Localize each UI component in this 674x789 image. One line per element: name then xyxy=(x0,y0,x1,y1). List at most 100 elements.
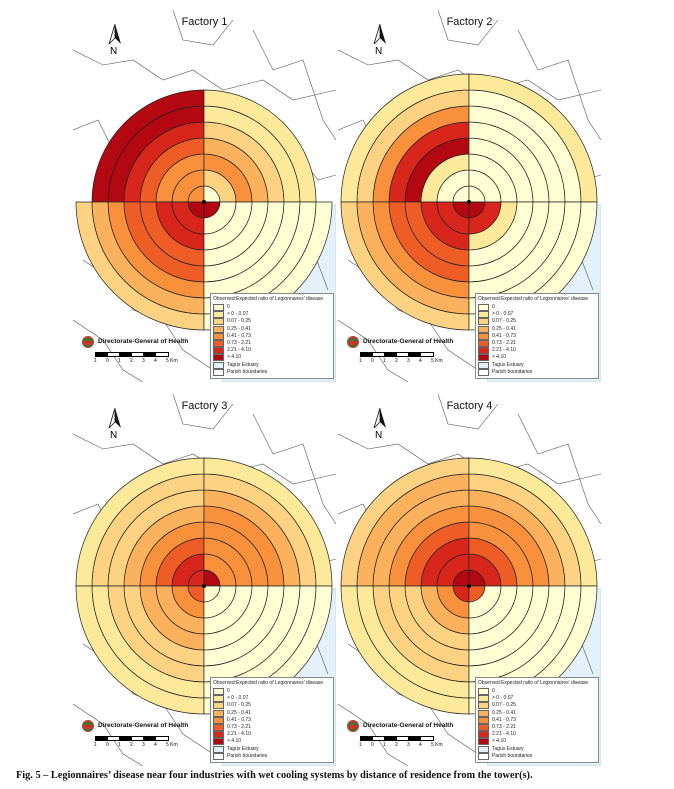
dgs-logo: Directorate-General of Health xyxy=(81,719,301,733)
legend-swatch xyxy=(478,332,489,340)
scale-label: 2 xyxy=(130,358,133,364)
parish-boundary xyxy=(338,319,409,382)
legend-item: 0.25 - 0.41 xyxy=(213,709,331,717)
legend-item: Tagus Estuary xyxy=(213,745,331,753)
legend-label: 0.07 - 0.25 xyxy=(492,318,516,325)
legend-title: Observed:Expected ratio of Legionnaires'… xyxy=(213,296,324,302)
north-label: N xyxy=(375,430,383,441)
parish-boundary xyxy=(338,703,409,766)
scale-label: 3 xyxy=(407,742,410,748)
scale-label: 4 xyxy=(419,358,422,364)
scale-label: 5 Km xyxy=(166,358,178,364)
legend-swatch xyxy=(478,354,489,362)
north-arrow-icon: N xyxy=(370,23,390,64)
legend-title: Observed:Expected ratio of Legionnaires'… xyxy=(478,296,589,302)
legend-label: > 0 - 0.07 xyxy=(227,311,249,318)
legend-item: 0 xyxy=(478,688,596,696)
scale-label: 0 xyxy=(371,742,374,748)
dgs-emblem-icon xyxy=(347,720,359,732)
legend-label: Tagus Estuary xyxy=(227,361,259,368)
legend-swatch xyxy=(478,340,489,348)
legend-label: 0.73 - 2.21 xyxy=(492,340,516,347)
legend-label: Parish boundaries xyxy=(227,368,268,375)
parish-boundary xyxy=(172,10,234,46)
legend-label: Parish boundaries xyxy=(492,368,533,375)
legend-swatch xyxy=(478,702,489,710)
legend-item: 0.73 - 2.21 xyxy=(478,724,596,732)
legend-item: 0.73 - 2.21 xyxy=(478,340,596,348)
legend-item: 2.21 - 4.10 xyxy=(213,731,331,739)
scale-segment xyxy=(420,352,434,357)
scale-segment xyxy=(420,736,434,741)
legend-swatch xyxy=(213,354,224,362)
legend-label: Tagus Estuary xyxy=(492,361,524,368)
north-arrow-icon: N xyxy=(105,407,125,448)
legend-label: 0.41 - 0.73 xyxy=(492,332,516,339)
factory-marker xyxy=(467,200,471,204)
legend-label: 2.21 - 4.10 xyxy=(492,347,516,354)
scale-label: 5 Km xyxy=(431,742,443,748)
scale-label: 4 xyxy=(154,742,157,748)
panel-title: Factory 4 xyxy=(446,400,493,412)
legend-label: > 0 - 0.07 xyxy=(492,311,514,318)
legend-item: 0.07 - 0.25 xyxy=(213,702,331,710)
parish-boundary xyxy=(73,319,144,382)
logo-text: Directorate-General of Health xyxy=(363,338,454,345)
legend-swatch xyxy=(213,702,224,710)
scale-label: 1 xyxy=(94,742,97,748)
factory-marker xyxy=(467,584,471,588)
legend-label: 2.21 - 4.10 xyxy=(227,347,251,354)
parish-boundary xyxy=(252,29,336,141)
legend-label: 0 xyxy=(227,304,230,311)
scale-bar: 1 0 1 2 3 4 5 Km xyxy=(94,352,215,370)
legend-label: > 0 - 0.07 xyxy=(227,695,249,702)
legend-swatch xyxy=(478,731,489,739)
panel-title: Factory 1 xyxy=(181,16,228,28)
legend-swatch xyxy=(478,688,489,696)
legend-item: > 0 - 0.07 xyxy=(213,311,331,319)
scale-label: 2 xyxy=(395,742,398,748)
legend-item: 0 xyxy=(213,688,331,696)
legend-label: Parish boundaries xyxy=(227,752,268,759)
north-label: N xyxy=(110,430,118,441)
legend-item: 0 xyxy=(478,304,596,312)
parish-boundary xyxy=(172,394,234,430)
legend-swatch xyxy=(478,745,489,753)
legend-item: > 0 - 0.07 xyxy=(478,311,596,319)
dgs-emblem-icon xyxy=(347,336,359,348)
scale-label: 1 xyxy=(359,358,362,364)
legend-label: Tagus Estuary xyxy=(492,745,524,752)
legend-item: 0.07 - 0.25 xyxy=(478,702,596,710)
north-label: N xyxy=(110,46,118,57)
legend-label: 0.07 - 0.25 xyxy=(227,702,251,709)
scale-label: 1 xyxy=(383,742,386,748)
legend-label: > 4.10 xyxy=(492,738,507,745)
legend-label: 0 xyxy=(492,304,495,311)
scale-label: 2 xyxy=(130,742,133,748)
legend-item: 0.41 - 0.73 xyxy=(213,332,331,340)
parish-boundary xyxy=(437,394,499,430)
legend-label: 0.25 - 0.41 xyxy=(227,325,251,332)
legend-swatch xyxy=(478,752,489,760)
legend-swatch xyxy=(478,695,489,703)
legend-label: 0.41 - 0.73 xyxy=(492,716,516,723)
legend-item: > 0 - 0.07 xyxy=(213,695,331,703)
legend-item: Parish boundaries xyxy=(213,752,331,760)
legend-swatch xyxy=(213,318,224,326)
legend-item: 2.21 - 4.10 xyxy=(478,347,596,355)
scale-bar: 1 0 1 2 3 4 5 Km xyxy=(359,352,480,370)
legend-swatch xyxy=(478,361,489,369)
parish-boundary xyxy=(517,413,601,525)
legend-item: Parish boundaries xyxy=(478,752,596,760)
scale-segment xyxy=(155,352,169,357)
map-legend: Observed:Expected ratio of Legionnaires'… xyxy=(475,293,599,379)
legend-swatch xyxy=(478,368,489,376)
legend-label: 0.25 - 0.41 xyxy=(492,325,516,332)
legend-item: > 4.10 xyxy=(478,738,596,746)
scale-bar: 1 0 1 2 3 4 5 Km xyxy=(94,736,215,754)
legend-label: 0.25 - 0.41 xyxy=(227,709,251,716)
scale-label: 5 Km xyxy=(166,742,178,748)
ring-sector xyxy=(203,457,333,587)
north-arrow-icon: N xyxy=(105,23,125,64)
legend-item: Tagus Estuary xyxy=(213,361,331,369)
